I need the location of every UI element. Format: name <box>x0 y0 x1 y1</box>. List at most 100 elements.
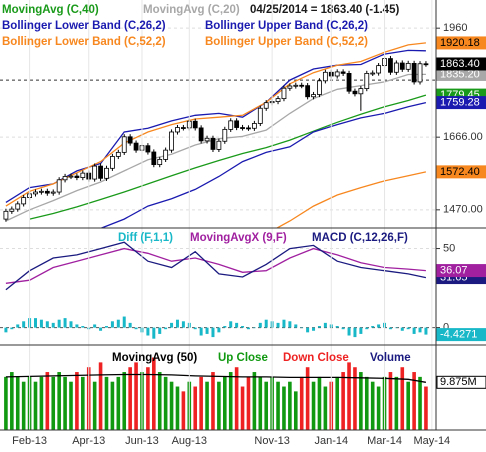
diff-bar <box>424 327 428 335</box>
diff-bar <box>323 322 327 328</box>
axis-flag <box>436 328 486 342</box>
diff-bar <box>377 324 381 328</box>
volume-bar <box>81 376 85 430</box>
volume-bar <box>317 376 322 430</box>
diff-bar <box>246 327 250 330</box>
diff-bar <box>418 327 422 333</box>
candle-body <box>145 145 151 153</box>
candle-body <box>216 140 222 150</box>
candle-body <box>257 107 263 124</box>
candle-body <box>317 80 322 95</box>
diff-bar <box>217 327 221 333</box>
candle-body <box>104 167 109 179</box>
diff-bar <box>347 327 351 336</box>
indicator-line <box>5 241 427 291</box>
candle-body <box>222 128 228 142</box>
diff-bar <box>371 326 375 328</box>
diff-bar <box>306 327 310 333</box>
diff-bar <box>122 316 126 328</box>
candle-body <box>352 90 358 95</box>
candle-body <box>246 127 251 130</box>
diff-bar <box>164 327 168 330</box>
legend-entry: MovingAvg (C,40) <box>2 4 99 16</box>
diff-bar <box>193 327 197 330</box>
legend-entry: MovingAvgX (9,F) <box>190 232 287 244</box>
candle-body <box>340 71 346 74</box>
volume-bar <box>75 372 79 430</box>
candle-body <box>251 123 257 129</box>
candle-body <box>56 179 62 193</box>
candle-body <box>393 62 399 73</box>
volume-bar <box>69 381 73 430</box>
diff-bar <box>211 327 215 338</box>
volume-bar <box>128 367 132 430</box>
diff-bar <box>335 326 339 328</box>
diff-bar <box>252 327 256 329</box>
candle-body <box>299 84 305 87</box>
candle-body <box>417 63 423 83</box>
volume-bar <box>293 391 298 430</box>
indicator-line <box>5 373 427 383</box>
candle-body <box>62 176 68 181</box>
volume-bar <box>311 381 316 430</box>
diff-bar <box>10 327 14 330</box>
volume-bar <box>276 381 280 430</box>
candle-body <box>21 197 27 205</box>
candle-body <box>121 136 127 153</box>
volume-bar <box>323 386 328 430</box>
indicator-line <box>5 247 426 284</box>
volume-bar <box>282 386 286 430</box>
volume-bar <box>223 376 227 430</box>
diff-bar <box>317 326 321 328</box>
candle-body <box>175 127 180 133</box>
x-tick-label: Aug-13 <box>172 435 207 447</box>
diff-bar <box>170 322 174 328</box>
volume-bar <box>92 381 97 430</box>
candle-body <box>68 175 74 178</box>
diff-bar <box>294 324 298 328</box>
candle-body <box>388 58 393 73</box>
diff-bar <box>33 318 37 328</box>
candle-body <box>311 94 316 98</box>
x-tick-label: Feb-13 <box>12 435 47 447</box>
volume-bar <box>228 372 233 430</box>
diff-bar <box>264 319 268 328</box>
x-tick-label: Jun-13 <box>125 435 159 447</box>
diff-bar <box>175 319 179 328</box>
candle-body <box>293 84 299 87</box>
candle-body <box>157 159 163 166</box>
diff-bar <box>110 321 114 328</box>
volume-bar <box>163 376 168 430</box>
candle-body <box>405 62 411 70</box>
chart-title: 04/25/2014 = 1863.40 (-1.45) <box>250 4 399 16</box>
candle-body <box>39 190 44 193</box>
candle-body <box>180 127 186 129</box>
volume-bar <box>104 376 109 430</box>
diff-bar <box>353 327 357 338</box>
candle-body <box>3 210 9 220</box>
legend-entry: Bollinger Upper Band (C,26,2) <box>205 20 368 32</box>
volume-bar <box>122 372 127 430</box>
legend-entry: MACD (C,12,26,F) <box>312 232 408 244</box>
candle-body <box>110 156 115 169</box>
y-tick-label: 1960 <box>443 22 467 34</box>
axis-flag-label: 36.07 <box>440 264 468 276</box>
candle-body <box>15 203 21 210</box>
volume-bar <box>264 381 269 430</box>
candle-body <box>263 102 269 109</box>
diff-bar <box>229 321 233 328</box>
diff-bar <box>158 327 162 334</box>
candle-body <box>115 151 121 157</box>
volume-bar <box>134 362 138 430</box>
volume-bar <box>217 381 221 430</box>
indicator-line <box>5 42 426 207</box>
diff-bar <box>4 327 8 333</box>
axis-flag <box>436 36 486 50</box>
axis-flag-label: 1863.40 <box>440 58 480 70</box>
diff-bar <box>365 327 369 330</box>
diff-bar <box>63 318 67 328</box>
diff-bar <box>412 327 416 334</box>
candle-body <box>364 73 370 90</box>
diff-bar <box>146 327 150 336</box>
